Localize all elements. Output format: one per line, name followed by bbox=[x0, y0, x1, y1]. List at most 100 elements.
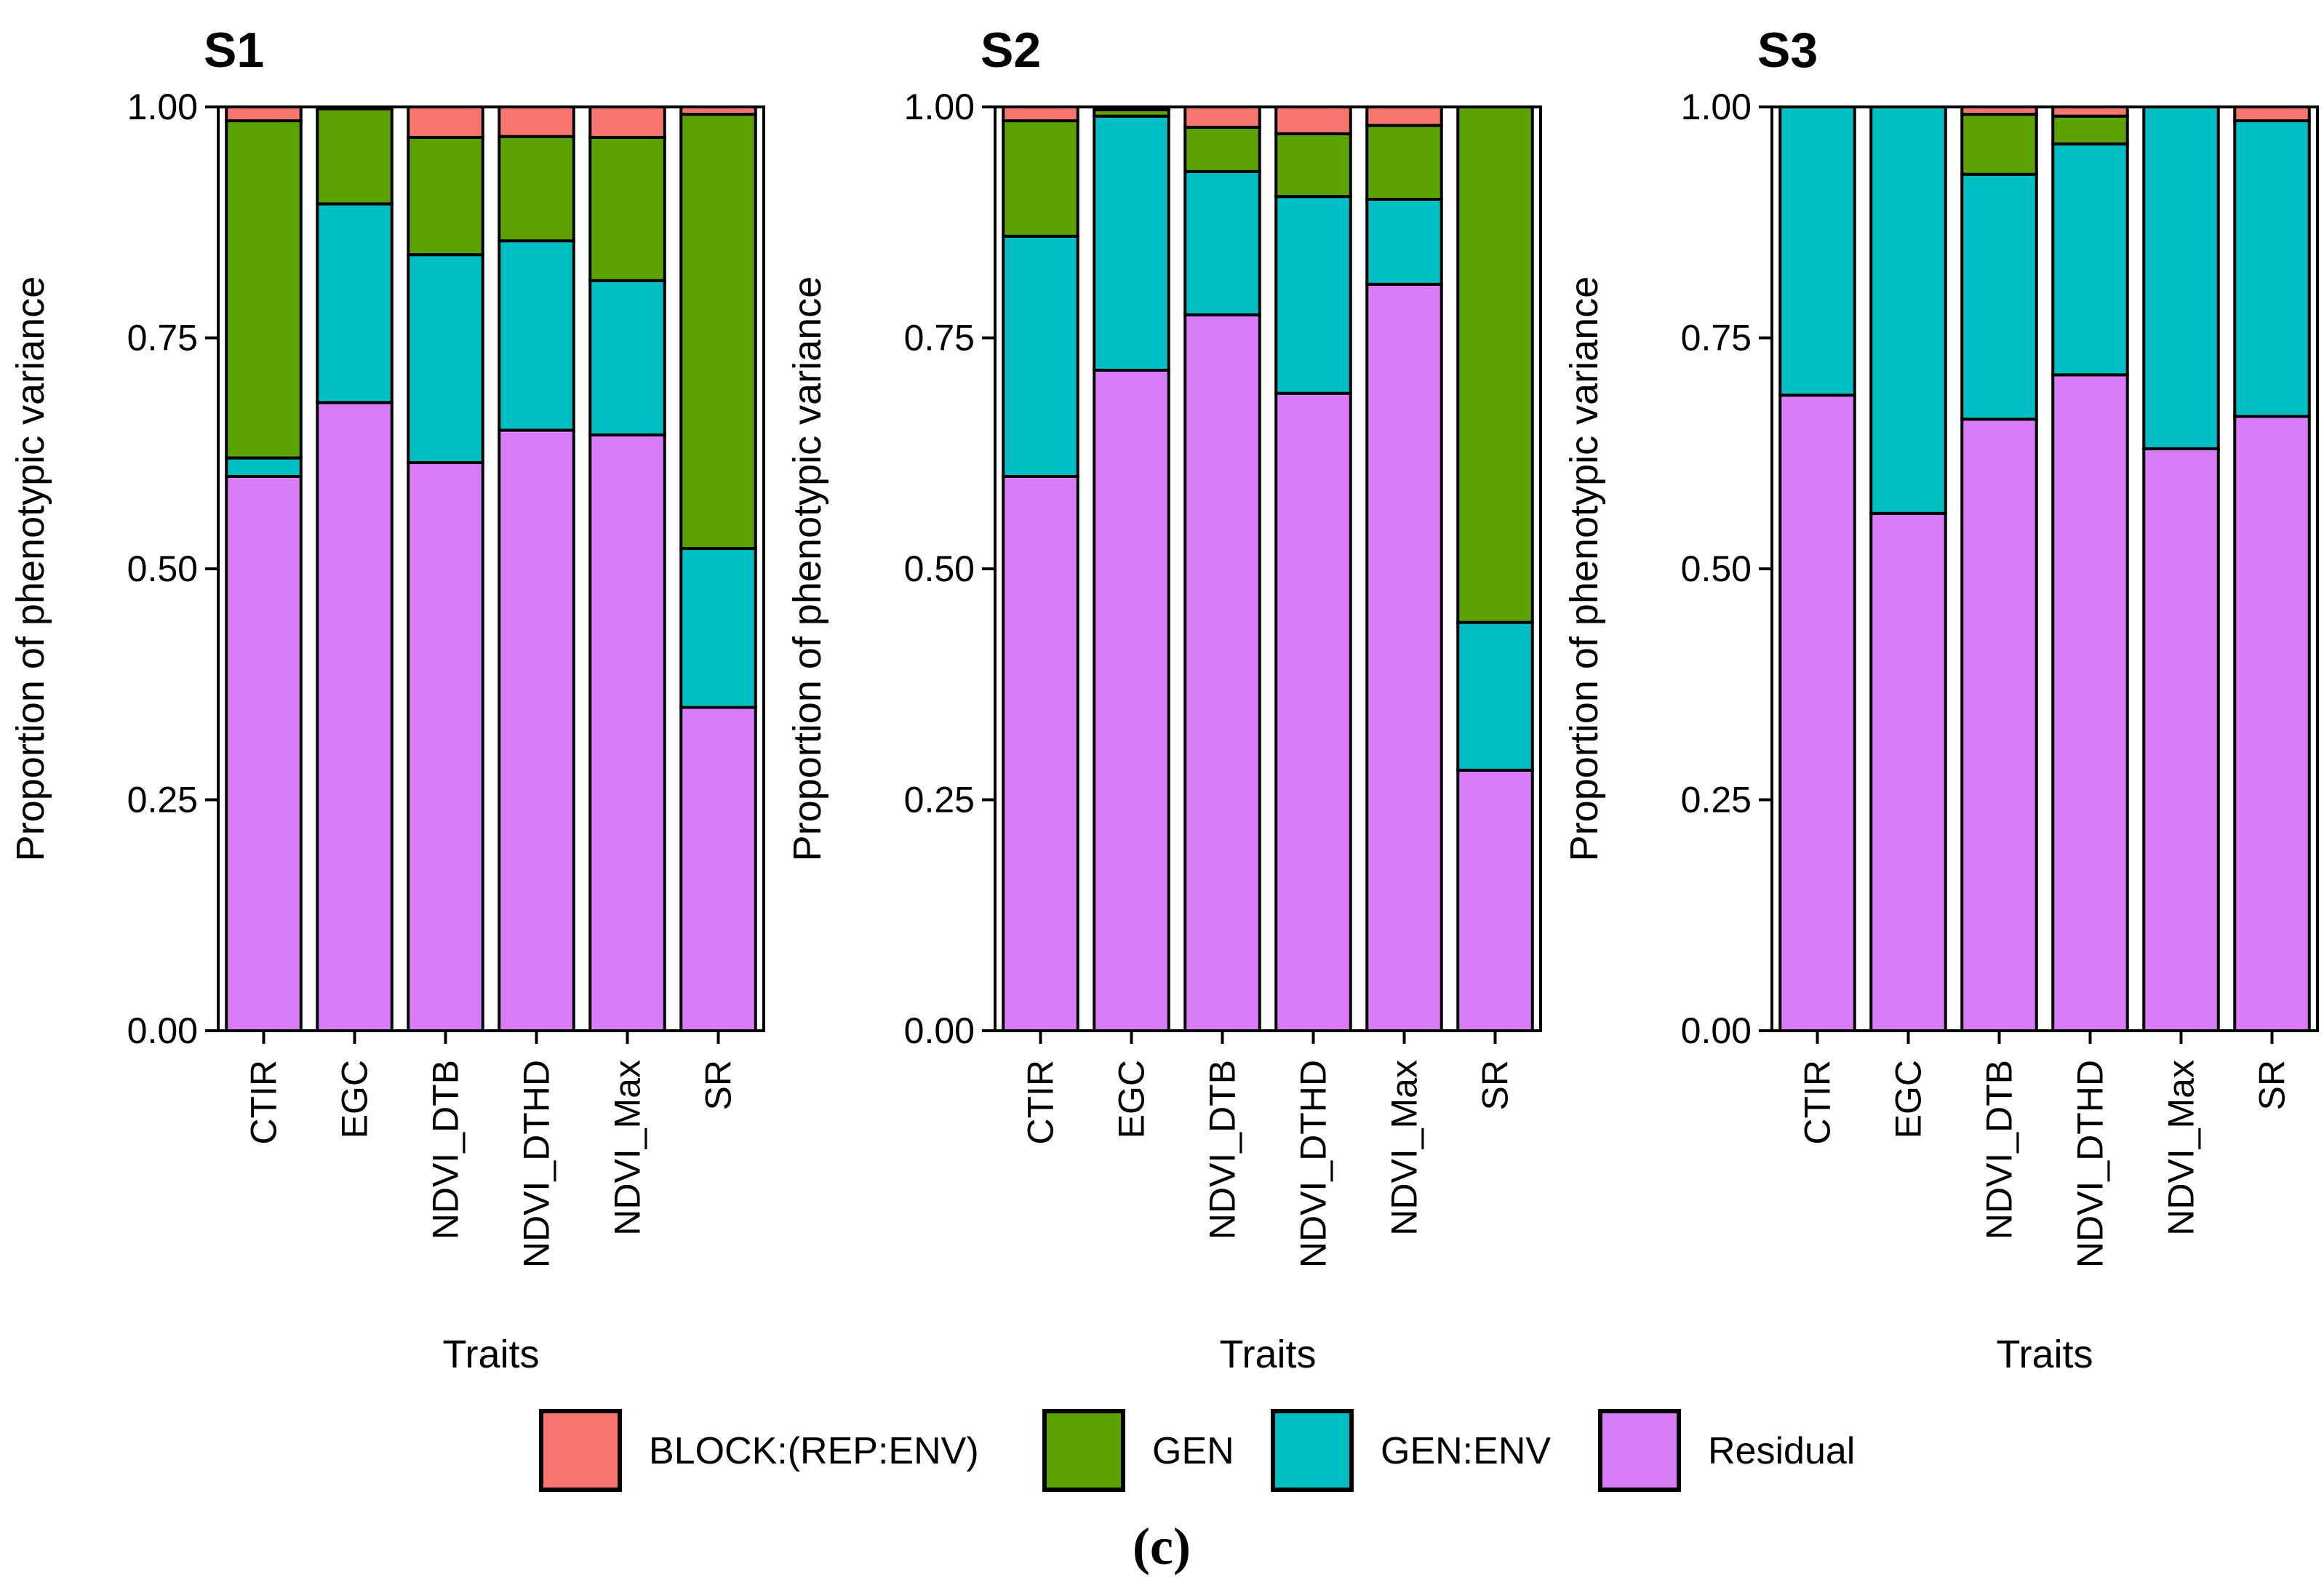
panel-title: S1 bbox=[204, 23, 264, 78]
bar-segment-gen bbox=[1456, 105, 1534, 624]
panel-title: S2 bbox=[981, 23, 1041, 78]
bar-segment-block-rep-env bbox=[1093, 105, 1170, 111]
x-tick-label: NDVI_Max bbox=[607, 1060, 648, 1236]
chart-panels: S1 CTIR EGC NDVI_DTB NDVI_DTHD NDVI_Max SR 0.00… bbox=[9, 23, 2319, 1376]
legend-label: BLOCK:(REP:ENV) bbox=[649, 1430, 979, 1472]
y-tick-label: 1.00 bbox=[127, 87, 198, 127]
bar-segment-gen bbox=[407, 135, 484, 257]
panel-border bbox=[217, 105, 765, 1032]
y-axis-title: Proportion of phenotypic variance bbox=[9, 276, 52, 862]
bar-segment-gen-env bbox=[1183, 169, 1261, 316]
bar-ctir bbox=[1778, 105, 1856, 1032]
bar-segment-gen bbox=[588, 135, 666, 282]
y-axis-title: Proportion of phenotypic variance bbox=[1562, 276, 1606, 862]
bar-ndvi_dtb bbox=[407, 105, 484, 1032]
y-tick-label: 0.75 bbox=[1681, 318, 1752, 359]
bar-ndvi_max bbox=[588, 105, 666, 1032]
bar-ndvi_max bbox=[1365, 105, 1443, 1033]
legend-label: Residual bbox=[1708, 1430, 1855, 1472]
x-axis-title: Traits bbox=[1997, 1333, 2093, 1376]
bar-segment-gen bbox=[225, 119, 303, 460]
panel-title: S3 bbox=[1757, 23, 1818, 78]
legend-key bbox=[539, 1409, 622, 1492]
y-tick-label: 0.25 bbox=[127, 780, 198, 821]
bar-egc bbox=[1093, 105, 1170, 1032]
bar-ndvi_dtb bbox=[1960, 105, 2038, 1032]
bar-segment-residual bbox=[1960, 418, 2038, 1032]
bar-segment-gen-env bbox=[1778, 105, 1856, 397]
bar-segment-block-rep-env bbox=[316, 105, 394, 111]
x-tick-label: NDVI_Max bbox=[2161, 1060, 2202, 1236]
legend-item-residual: Residual bbox=[1598, 1409, 1855, 1492]
bar-ndvi_dthd bbox=[498, 105, 575, 1032]
bar-segment-residual bbox=[1093, 368, 1170, 1032]
bar-segment-residual bbox=[1778, 394, 1856, 1032]
bar-segment-gen bbox=[498, 135, 575, 243]
bar-segment-residual bbox=[588, 433, 666, 1032]
panel-s1: S1 CTIR EGC NDVI_DTB NDVI_DTHD NDVI_Max SR 0.00… bbox=[9, 23, 765, 1376]
legend-label: GEN bbox=[1152, 1430, 1234, 1472]
bar-ndvi_dtb bbox=[1183, 105, 1261, 1032]
bar-segment-gen-env bbox=[2051, 142, 2129, 377]
bar-egc bbox=[316, 105, 394, 1032]
bar-ctir bbox=[225, 105, 303, 1032]
bar-segment-gen-env bbox=[1002, 234, 1079, 478]
bar-segment-gen-env bbox=[2233, 119, 2311, 418]
figure-caption: (c) bbox=[1133, 1517, 1191, 1576]
x-tick-label: EGC bbox=[1888, 1060, 1929, 1138]
bar-segment-residual bbox=[2233, 415, 2311, 1032]
bar-sr bbox=[2233, 105, 2311, 1032]
x-tick-label: EGC bbox=[1111, 1060, 1152, 1138]
legend-key bbox=[1598, 1409, 1681, 1492]
y-tick-label: 0.00 bbox=[127, 1010, 198, 1051]
x-tick-label: NDVI_DTB bbox=[426, 1060, 466, 1239]
bar-segment-block-rep-env bbox=[225, 105, 303, 123]
bar-segment-residual bbox=[679, 706, 757, 1032]
x-tick-label: EGC bbox=[335, 1060, 375, 1138]
bar-segment-block-rep-env bbox=[1960, 105, 2038, 116]
bar-segment-gen bbox=[679, 113, 757, 551]
y-tick-label: 0.00 bbox=[1681, 1010, 1752, 1051]
y-tick-label: 0.25 bbox=[1681, 780, 1752, 821]
x-tick-label: NDVI_DTHD bbox=[2070, 1060, 2111, 1268]
bar-segment-residual bbox=[2142, 447, 2220, 1032]
bar-segment-block-rep-env bbox=[1183, 105, 1261, 129]
bar-segment-gen bbox=[1183, 125, 1261, 173]
legend: BLOCK:(REP:ENV) GEN GEN:ENV Residual bbox=[539, 1409, 1855, 1492]
bar-segment-gen bbox=[1274, 132, 1352, 199]
x-tick-label: NDVI_DTHD bbox=[1293, 1060, 1334, 1268]
panel-s2: S2 CTIR EGC NDVI_DTB NDVI_DTHD NDVI_Max SR 0.00… bbox=[786, 23, 1542, 1376]
bar-segment-gen-env bbox=[2142, 105, 2220, 450]
bar-segment-residual bbox=[2051, 373, 2129, 1032]
x-tick-label: CTIR bbox=[1797, 1060, 1838, 1145]
bar-segment-residual bbox=[1002, 475, 1079, 1032]
bar-segment-block-rep-env bbox=[407, 105, 484, 139]
legend-label: GEN:ENV bbox=[1381, 1430, 1551, 1472]
bar-segment-gen-env bbox=[225, 456, 303, 478]
bar-segment-gen-env bbox=[1456, 620, 1534, 772]
legend-key bbox=[1042, 1409, 1125, 1492]
bar-segment-block-rep-env bbox=[2051, 105, 2129, 118]
bar-segment-gen-env bbox=[1274, 195, 1352, 395]
bar-segment-residual bbox=[1183, 313, 1261, 1032]
legend-item-block-rep-env: BLOCK:(REP:ENV) bbox=[539, 1409, 979, 1492]
bar-segment-residual bbox=[1274, 391, 1352, 1032]
x-tick-label: NDVI_DTHD bbox=[516, 1060, 557, 1268]
bar-segment-gen bbox=[2051, 114, 2129, 145]
bar-ndvi_max bbox=[2142, 105, 2220, 1032]
y-axis-title: Proportion of phenotypic variance bbox=[786, 276, 829, 862]
bar-segment-residual bbox=[1456, 768, 1534, 1032]
y-tick-label: 0.50 bbox=[1681, 548, 1752, 589]
bar-segment-block-rep-env bbox=[1365, 105, 1443, 127]
bar-segment-block-rep-env bbox=[1274, 105, 1352, 135]
bar-segment-residual bbox=[225, 475, 303, 1032]
bar-egc bbox=[1869, 105, 1947, 1032]
bar-segment-block-rep-env bbox=[679, 105, 757, 116]
legend-item-gen: GEN bbox=[1042, 1409, 1234, 1492]
bar-segment-residual bbox=[1869, 511, 1947, 1032]
x-tick-label: NDVI_DTB bbox=[1202, 1060, 1243, 1239]
y-tick-label: 0.25 bbox=[904, 780, 975, 821]
bar-sr bbox=[1456, 105, 1534, 1032]
x-axis-title: Traits bbox=[1220, 1333, 1317, 1376]
